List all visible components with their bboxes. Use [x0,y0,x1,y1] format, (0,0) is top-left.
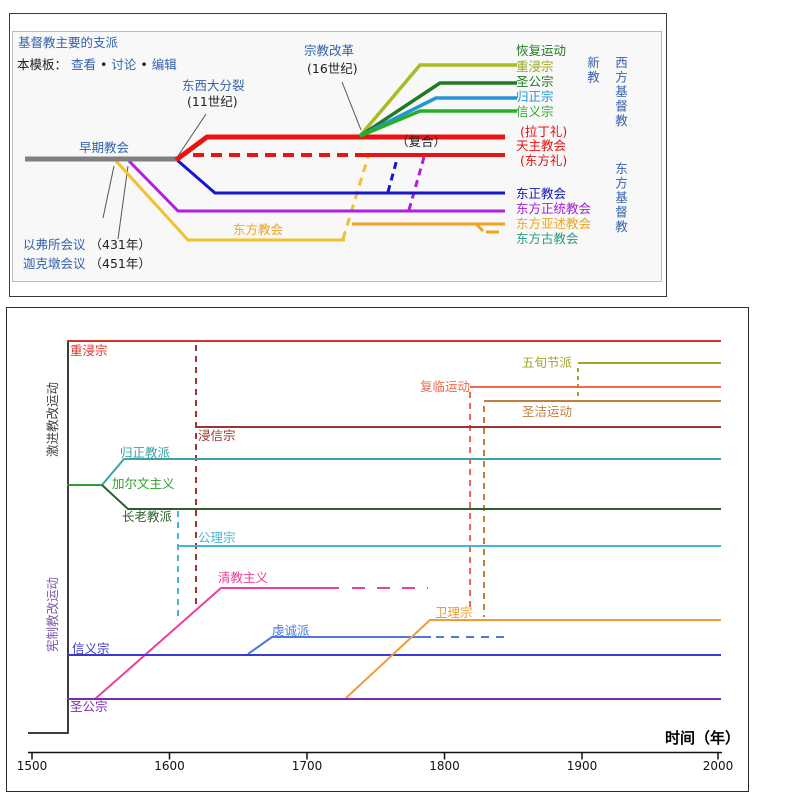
anabaptism-label[interactable]: 重浸宗 [516,59,554,74]
church-of-east-line [114,159,345,242]
pietism-timeline [247,636,431,655]
council-ephesus-row: 以弗所会议 （431年） [23,238,151,251]
reformation-link[interactable]: 宗教改革 [304,43,355,58]
axis-title: 时间（年） [664,729,740,747]
presbyterianism-timeline-label: 长老教派 [122,509,173,524]
lutheran-line [359,109,517,138]
reformed-churches-timeline-label: 归正教派 [120,445,171,460]
view-link[interactable]: 查看 [71,57,97,72]
restoration-movement-label[interactable]: 恢复运动 [516,43,567,58]
axis-tick-1700: 1700 [291,759,323,773]
protestantism-vertical-label[interactable]: 新教 [585,56,600,85]
timeline-trunk [28,341,69,734]
axis-tick-1900: 1900 [566,759,598,773]
lutheranism-timeline-label: 信义宗 [72,641,110,656]
western-christianity-vertical-label[interactable]: 西方基督教 [613,56,628,129]
dot-separator: • [100,57,108,72]
axis-tick-2000: 2000 [702,759,734,773]
eastern-orthodox-label[interactable]: 东正教会 [516,186,567,201]
anglican-line [359,81,517,138]
latin-rite-label: (拉丁礼) [520,124,568,139]
baptists-timeline-label: 浸信宗 [198,428,236,443]
template-toolbar: 本模板： 查看 • 讨论 • 编辑 [17,58,177,71]
schism-pointer-line [177,113,207,157]
reformation-date: (16世纪) [307,61,358,76]
church-of-east-reunion-dash [341,156,370,240]
reunion-label: （复合） [396,134,447,149]
magisterial-reformation-vertical-label: 宪制教改运动 [45,576,60,652]
reformed-line [359,96,517,138]
template-prefix-label: 本模板： [17,57,68,72]
congregationalism-timeline-label: 公理宗 [198,530,236,545]
axis-ticks [31,753,719,760]
anabaptism-timeline-label: 重浸宗 [70,343,108,358]
ancient-church-of-east-label[interactable]: 东方古教会 [516,231,579,246]
great-schism-date: (11世纪) [187,94,238,109]
great-schism-link[interactable]: 东西大分裂 [182,78,245,93]
ephesus-pointer-line [102,165,115,219]
council-chalcedon-link[interactable]: 迦克墩会议 [23,256,86,271]
radical-reformation-vertical-label: 激进教改运动 [45,381,60,457]
panel-title-link[interactable]: 基督教主要的支派 [18,35,119,50]
eastern-orthodox-line [176,158,505,195]
church-of-east-label[interactable]: 东方教会 [233,222,284,237]
catholic-church-label[interactable]: 天主教会 [516,138,567,153]
council-ephesus-year: （431年） [89,237,151,252]
talk-link[interactable]: 讨论 [111,57,137,72]
calvinism-timeline-label: 加尔文主义 [112,476,175,491]
holiness-timeline-label: 圣洁运动 [522,404,573,419]
council-chalcedon-row: 迦克墩会议 （451年） [23,257,151,270]
eastern-rite-label: (东方礼) [520,153,568,168]
orthodox-reunion-dash [386,158,399,193]
dot-separator: • [140,57,148,72]
axis-tick-1600: 1600 [154,759,185,773]
ancient-church-branch [474,222,485,233]
pentecostalism-timeline-label: 五旬节派 [522,355,573,370]
presbyterian-timeline [101,484,721,510]
oriental-orthodox-line [127,159,505,213]
assyrian-church-label[interactable]: 东方亚述教会 [516,216,592,231]
anabaptist-line [358,63,517,138]
catholic-latin-line [174,134,505,163]
anglicanism-timeline-label: 圣公宗 [70,699,108,714]
reformation-pointer-line [341,81,362,131]
methodist-timeline [345,619,721,699]
lutheranism-label[interactable]: 信义宗 [516,104,554,119]
axis-tick-1500: 1500 [16,759,48,773]
eastern-christianity-vertical-label[interactable]: 东方基督教 [613,162,628,235]
pietism-timeline-label: 虔诚派 [272,623,310,638]
puritanism-timeline [94,587,339,700]
adventism-timeline-label: 复临运动 [420,379,471,394]
chalcedon-pointer-line [117,165,129,240]
council-chalcedon-year: （451年） [89,256,151,271]
puritanism-timeline-label: 清教主义 [218,570,269,585]
edit-link[interactable]: 编辑 [151,57,177,72]
council-ephesus-link[interactable]: 以弗所会议 [23,237,86,252]
reformed-churches-timeline [101,458,721,486]
axis-tick-1800: 1800 [429,759,460,773]
anglicanism-label[interactable]: 圣公宗 [516,74,554,89]
reformed-label[interactable]: 归正宗 [516,89,554,104]
early-church-link[interactable]: 早期教会 [79,140,130,155]
oriental-reunion-dash [407,156,426,211]
oriental-orthodox-label[interactable]: 东方正统教会 [516,201,592,216]
methodism-timeline-label: 卫理宗 [435,605,473,620]
